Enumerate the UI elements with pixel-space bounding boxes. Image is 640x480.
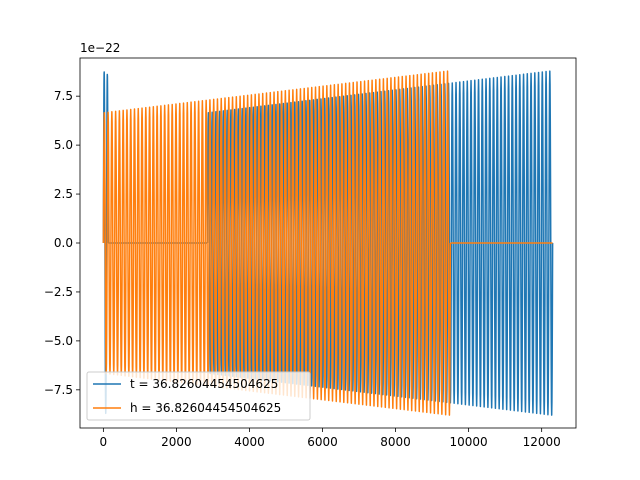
- x-tick-label: 6000: [307, 435, 338, 449]
- series-layer: [102, 70, 554, 416]
- x-tick-label: 2000: [161, 435, 192, 449]
- x-tick-label: 10000: [450, 435, 488, 449]
- y-tick-label: 2.5: [54, 187, 73, 201]
- y-tick-label: −5.0: [44, 334, 73, 348]
- legend-box: [86, 371, 311, 421]
- legend-label-h: h = 36.82604454504625: [130, 401, 281, 415]
- y-axis: −7.5 −5.0 −2.5 0.0 2.5 5.0 7.5: [44, 89, 80, 397]
- x-tick-label: 8000: [380, 435, 411, 449]
- x-tick-label: 0: [100, 435, 108, 449]
- y-tick-label: 7.5: [54, 89, 73, 103]
- x-axis: 0 2000 4000 6000 8000 10000 12000: [100, 428, 561, 449]
- y-tick-label: −2.5: [44, 285, 73, 299]
- x-tick-label: 12000: [523, 435, 561, 449]
- legend: t = 36.82604454504625 h = 36.82604454504…: [86, 371, 311, 421]
- y-multiplier-label: 1e−22: [80, 41, 120, 55]
- series-line-h: [102, 70, 553, 416]
- x-tick-label: 4000: [234, 435, 265, 449]
- legend-label-t: t = 36.82604454504625: [130, 377, 278, 391]
- y-tick-label: 5.0: [54, 138, 73, 152]
- y-tick-label: 0.0: [54, 236, 73, 250]
- y-tick-label: −7.5: [44, 383, 73, 397]
